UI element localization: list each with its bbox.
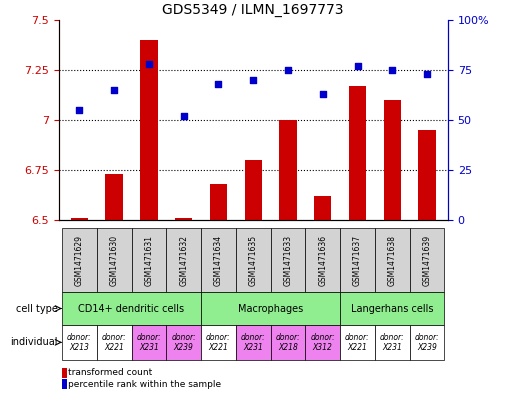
Text: donor:
X221: donor: X221 <box>102 332 127 352</box>
Bar <box>418 130 436 220</box>
Text: GSM1471638: GSM1471638 <box>388 235 397 286</box>
Text: Langerhans cells: Langerhans cells <box>351 303 434 314</box>
Text: GSM1471636: GSM1471636 <box>318 235 327 286</box>
Bar <box>349 86 366 220</box>
Text: GSM1471630: GSM1471630 <box>109 235 119 286</box>
Text: cell type: cell type <box>16 303 58 314</box>
Text: donor:
X221: donor: X221 <box>206 332 231 352</box>
Bar <box>175 218 192 220</box>
Bar <box>201 292 340 325</box>
Bar <box>201 325 236 360</box>
Text: GSM1471639: GSM1471639 <box>422 235 432 286</box>
Text: donor:
X312: donor: X312 <box>310 332 335 352</box>
Bar <box>97 228 131 292</box>
Text: donor:
X239: donor: X239 <box>415 332 439 352</box>
Text: percentile rank within the sample: percentile rank within the sample <box>68 380 221 389</box>
Text: GSM1471631: GSM1471631 <box>145 235 153 286</box>
Bar <box>71 218 88 220</box>
Point <box>214 81 222 87</box>
Point <box>388 67 397 73</box>
Text: donor:
X213: donor: X213 <box>67 332 92 352</box>
Bar <box>340 292 444 325</box>
Bar <box>271 228 305 292</box>
Bar <box>236 325 271 360</box>
Bar <box>244 160 262 220</box>
Text: donor:
X231: donor: X231 <box>136 332 161 352</box>
Bar <box>131 325 166 360</box>
Bar <box>305 228 340 292</box>
Bar <box>375 228 410 292</box>
Point <box>353 62 361 69</box>
Text: GSM1471634: GSM1471634 <box>214 235 223 286</box>
Bar <box>105 174 123 220</box>
Point <box>145 61 153 67</box>
Text: GSM1471629: GSM1471629 <box>75 235 84 286</box>
Text: GSM1471635: GSM1471635 <box>249 235 258 286</box>
Text: GSM1471633: GSM1471633 <box>284 235 293 286</box>
Text: donor:
X221: donor: X221 <box>345 332 370 352</box>
Point <box>284 67 292 73</box>
Bar <box>314 196 331 220</box>
Text: GSM1471632: GSM1471632 <box>179 235 188 286</box>
Text: transformed count: transformed count <box>68 369 152 377</box>
Bar <box>340 325 375 360</box>
Text: donor:
X231: donor: X231 <box>241 332 266 352</box>
Bar <box>166 228 201 292</box>
Bar <box>131 228 166 292</box>
Bar <box>271 325 305 360</box>
Bar <box>62 325 97 360</box>
Text: Macrophages: Macrophages <box>238 303 303 314</box>
Title: GDS5349 / ILMN_1697773: GDS5349 / ILMN_1697773 <box>162 3 344 17</box>
Bar <box>97 325 131 360</box>
Bar <box>140 40 158 220</box>
Bar <box>305 325 340 360</box>
Bar <box>236 228 271 292</box>
Bar <box>210 184 227 220</box>
Text: donor:
X218: donor: X218 <box>275 332 300 352</box>
Bar <box>201 228 236 292</box>
Text: donor:
X231: donor: X231 <box>380 332 405 352</box>
Point <box>180 113 188 119</box>
Text: CD14+ dendritic cells: CD14+ dendritic cells <box>78 303 185 314</box>
Point <box>319 91 327 97</box>
Bar <box>62 368 67 378</box>
Point <box>75 107 83 113</box>
Bar <box>279 120 297 220</box>
Bar <box>62 228 97 292</box>
Point <box>249 77 257 83</box>
Point <box>423 71 431 77</box>
Bar <box>62 379 67 389</box>
Text: GSM1471637: GSM1471637 <box>353 235 362 286</box>
Text: donor:
X239: donor: X239 <box>172 332 196 352</box>
Bar <box>340 228 375 292</box>
Bar <box>384 100 401 220</box>
Bar <box>410 325 444 360</box>
Bar <box>410 228 444 292</box>
Text: individual: individual <box>10 337 58 347</box>
Point <box>110 87 118 93</box>
Bar <box>62 292 201 325</box>
Bar <box>166 325 201 360</box>
Bar <box>375 325 410 360</box>
